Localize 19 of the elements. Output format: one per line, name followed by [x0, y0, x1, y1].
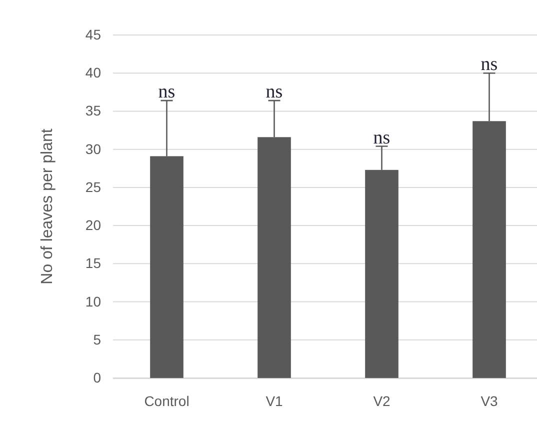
- y-tick-label: 35: [85, 102, 102, 119]
- x-tick-label: V3: [480, 392, 498, 409]
- y-tick-label: 10: [85, 293, 102, 310]
- y-tick-label: 40: [85, 64, 102, 81]
- y-tick-label: 20: [85, 217, 102, 234]
- y-tick-label: 45: [85, 26, 102, 42]
- y-axis-title: No of leaves per plant: [39, 128, 56, 284]
- x-tick-label: V2: [373, 392, 391, 409]
- annotation: ns: [266, 82, 283, 103]
- annotation: ns: [373, 127, 390, 148]
- y-tick-label: 0: [93, 369, 102, 386]
- annotation: ns: [158, 82, 176, 103]
- y-tick-label: 5: [93, 331, 102, 348]
- y-tick-label: 30: [85, 140, 102, 157]
- y-tick-label: 15: [85, 255, 102, 272]
- annotation: ns: [480, 54, 498, 76]
- x-tick-label: V1: [266, 392, 284, 409]
- x-tick-label: Control: [144, 392, 190, 409]
- y-tick-label: 25: [85, 178, 102, 195]
